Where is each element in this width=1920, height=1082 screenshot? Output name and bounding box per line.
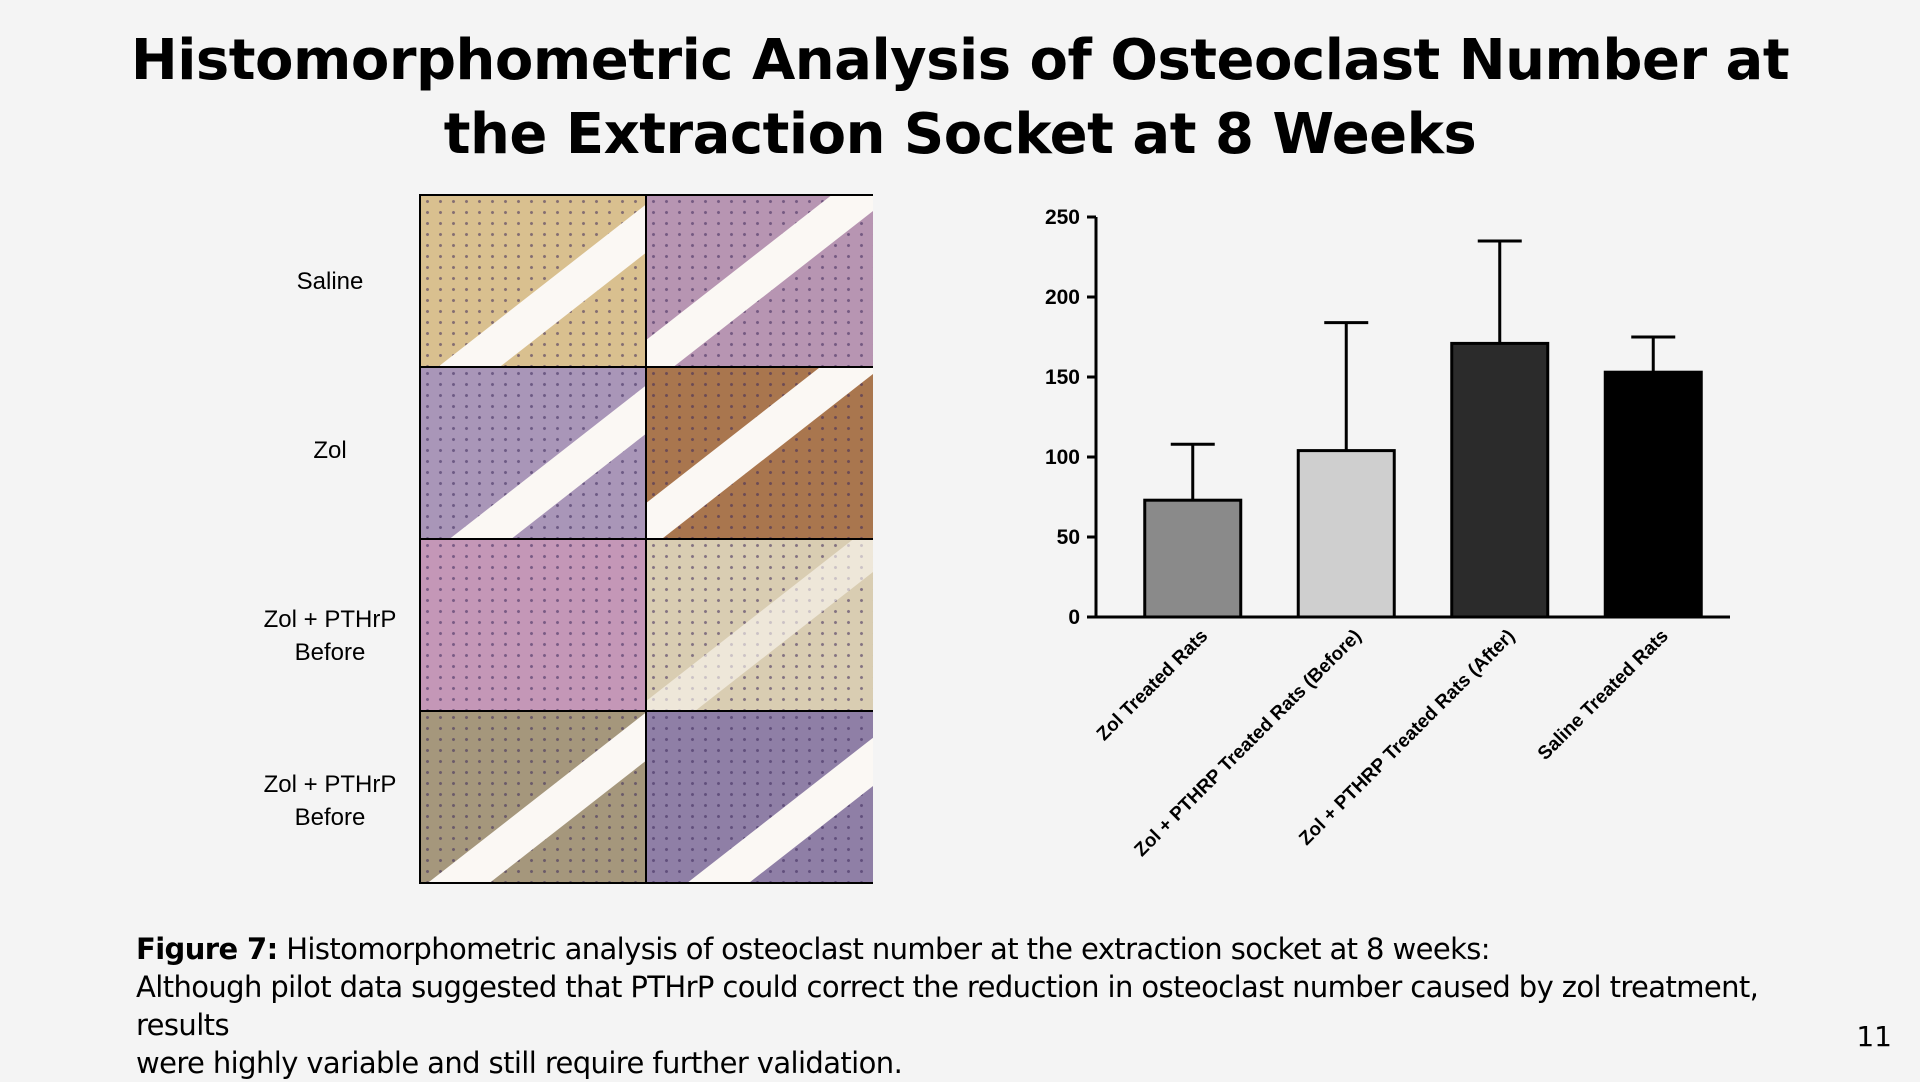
y-tick-label: 200	[1045, 286, 1080, 309]
y-tick-label: 0	[1068, 606, 1080, 629]
histology-image-zol-pthrp-2-left	[421, 712, 645, 882]
osteoclast-bar-chart: 0 50 100 150 200 250 Zol Treated Rats Zol + PTH…	[1020, 195, 1740, 915]
row-label-zol-pthrp-before: Zol + PTHrP Before	[263, 606, 397, 666]
histology-image-grid	[419, 194, 873, 884]
x-tick-label: Zol Treated Rats	[1093, 626, 1212, 745]
histology-image-zol-pthrp-2-right	[647, 712, 873, 882]
bar	[1450, 341, 1550, 619]
y-tick-label: 250	[1045, 206, 1080, 229]
histology-image-zol-pthrp-right	[647, 540, 873, 710]
histology-image-zol-left	[421, 368, 645, 538]
histology-image-saline-right	[647, 196, 873, 366]
caption-label: Figure 7:	[136, 932, 278, 966]
bar	[1296, 449, 1396, 619]
caption-line-3: were highly variable and still require f…	[136, 1046, 903, 1080]
x-tick-label: Saline Treated Rats	[1534, 626, 1673, 765]
y-tick-label: 150	[1045, 366, 1080, 389]
row-label-saline: Saline	[296, 268, 364, 295]
histology-image-saline-left	[421, 196, 645, 366]
page-number: 11	[1856, 1020, 1892, 1053]
histology-image-zol-pthrp-left	[421, 540, 645, 710]
caption-line-1: Histomorphometric analysis of osteoclast…	[277, 932, 1490, 966]
row-label-zol-pthrp-before-2: Zol + PTHrP Before	[263, 771, 397, 831]
slide-title: Histomorphometric Analysis of Osteoclast…	[0, 24, 1920, 172]
slide-title-line-1: Histomorphometric Analysis of Osteoclast…	[130, 28, 1790, 93]
bar	[1603, 370, 1703, 619]
slide-title-line-2: the Extraction Socket at 8 Weeks	[443, 102, 1477, 167]
y-tick-label: 50	[1057, 526, 1080, 549]
histology-image-zol-right	[647, 368, 873, 538]
caption-line-2: Although pilot data suggested that PTHrP…	[136, 970, 1759, 1042]
y-tick-label: 100	[1045, 446, 1080, 469]
row-label-zol: Zol	[313, 437, 347, 464]
bar	[1143, 498, 1243, 619]
figure-caption: Figure 7: Histomorphometric analysis of …	[136, 930, 1816, 1082]
